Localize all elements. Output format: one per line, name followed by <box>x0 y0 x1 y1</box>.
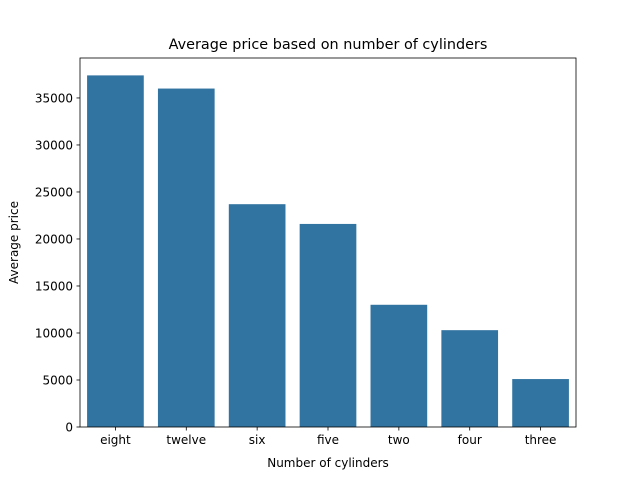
x-tick-label: six <box>249 433 266 447</box>
y-tick-label: 30000 <box>35 138 73 152</box>
y-tick-label: 10000 <box>35 326 73 340</box>
plot-frame <box>79 57 577 428</box>
bar-four <box>441 330 499 427</box>
x-tick-label: two <box>388 433 410 447</box>
bar-twelve <box>157 88 215 427</box>
x-tick-label: twelve <box>166 433 206 447</box>
x-tick-label: four <box>458 433 482 447</box>
y-tick-label: 25000 <box>35 185 73 199</box>
bar-five <box>299 223 357 427</box>
x-tick-label: five <box>317 433 339 447</box>
y-tick-label: 20000 <box>35 232 73 246</box>
x-tick-label: three <box>525 433 557 447</box>
x-axis-label: Number of cylinders <box>267 456 389 470</box>
y-tick-label: 35000 <box>35 91 73 105</box>
y-tick-label: 5000 <box>42 373 73 387</box>
bar-two <box>370 304 428 427</box>
chart-title: Average price based on number of cylinde… <box>169 37 488 53</box>
x-tick-label: eight <box>100 433 131 447</box>
bar-three <box>512 379 569 427</box>
y-tick-label: 15000 <box>35 279 73 293</box>
bar-eight <box>87 75 144 427</box>
bar-six <box>228 204 286 427</box>
y-axis-label: Average price <box>7 201 21 284</box>
y-tick-label: 0 <box>65 421 73 435</box>
